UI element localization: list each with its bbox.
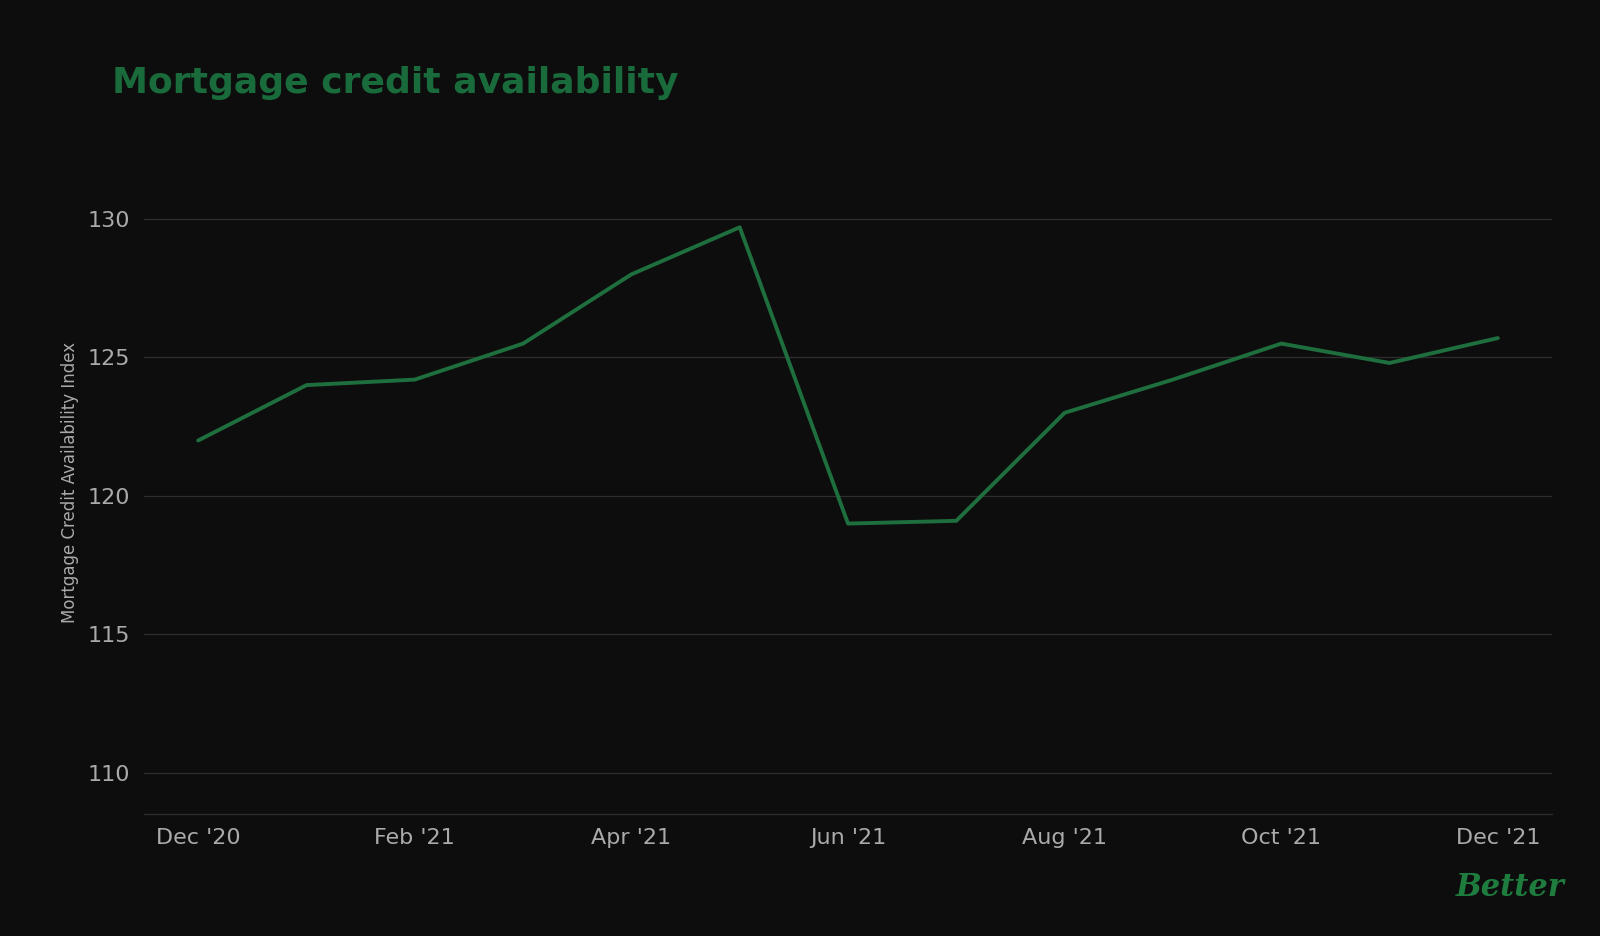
Text: Mortgage credit availability: Mortgage credit availability (112, 66, 678, 99)
Y-axis label: Mortgage Credit Availability Index: Mortgage Credit Availability Index (61, 342, 80, 622)
Text: Better: Better (1456, 872, 1565, 903)
